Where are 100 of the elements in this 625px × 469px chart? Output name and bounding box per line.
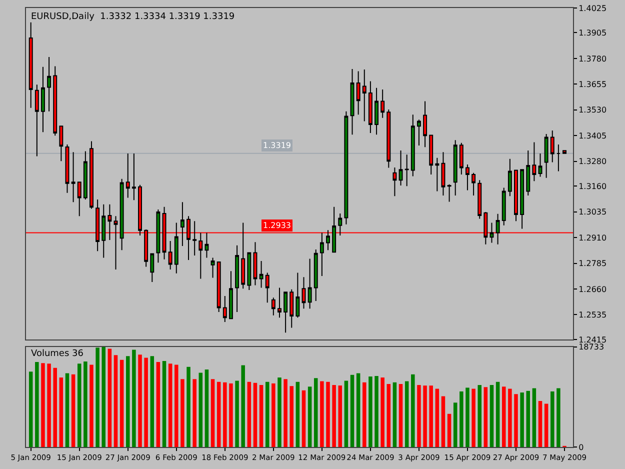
y-tick-label: 1.3160 [578,182,607,191]
bar [314,378,318,447]
ref-line-label: 1.2933 [263,221,291,230]
candlestick [71,152,76,203]
candlestick [338,212,342,236]
candlestick [168,240,172,270]
candlestick [532,142,536,182]
bar [356,373,360,447]
bar [96,348,100,447]
bar [441,396,446,447]
bar [174,364,178,447]
candlestick [478,180,482,220]
bar [120,360,124,447]
candlestick [398,150,403,186]
y-tick-label: 1.2415 [578,335,607,344]
bar [186,366,190,447]
bar [114,355,118,447]
bar [344,380,348,447]
candlestick [508,158,512,197]
bar [447,414,452,447]
candlestick [132,153,136,201]
y-tick-label: 1.3655 [578,80,607,89]
candlestick [429,134,434,176]
bar [235,380,239,447]
bar [380,378,384,447]
bar [423,386,427,447]
bar [332,385,336,447]
candlestick [416,119,421,146]
candlestick [290,288,294,328]
candlestick [502,187,506,226]
bar [374,376,378,447]
bar [296,382,300,447]
bar [102,346,106,447]
candlestick [34,84,39,157]
ref-line-label: 1.3319 [263,141,291,150]
bar [398,384,403,447]
candlestick [368,80,372,134]
bar [156,362,160,447]
candlestick [235,244,240,313]
bar [223,382,227,447]
bar [453,402,458,447]
candlestick [302,276,306,310]
candlestick [538,153,542,178]
candlestick [441,152,446,196]
text: EURUSD,Daily 1.3332 1.3334 1.3319 1.3319 [31,12,235,22]
candlestick [423,100,428,148]
candlestick [28,22,33,108]
bar [556,388,560,447]
candlestick [59,126,64,162]
bar [290,386,294,447]
bar [132,350,136,447]
candlestick [47,56,52,112]
bar [144,358,148,447]
bar [350,374,354,447]
bar [138,354,142,447]
bar [302,390,306,447]
y-tick-label: 1.2785 [578,259,607,268]
candlestick [556,144,560,172]
candlestick [174,222,178,274]
bar [484,387,488,447]
candlestick [210,257,215,278]
candlestick [326,230,330,251]
y-tick-label: 1.3280 [578,157,607,166]
candlestick [259,260,264,288]
bar [362,382,366,447]
bar [53,368,57,447]
candlestick [180,202,184,246]
bar [77,364,82,447]
candlestick [83,150,88,200]
candlestick [308,258,312,310]
candlestick [447,184,452,202]
y-tick-label: 1.3905 [578,28,607,38]
candlestick [544,133,548,178]
bar [278,378,282,447]
y-tick-label: 1.3405 [578,131,607,140]
bar [216,382,221,447]
candlestick [435,157,440,192]
bar [508,388,512,447]
bar [308,386,312,447]
bar [259,385,264,447]
bar [241,365,245,447]
bar [417,385,421,447]
candlestick [314,248,318,302]
bar [284,379,288,447]
bar [520,392,524,447]
bar [126,356,130,447]
bar [326,382,330,447]
candlestick [350,68,354,136]
candlestick [222,296,227,322]
candlestick [265,272,270,304]
bar [192,379,196,447]
candlestick [356,70,360,116]
candlestick [278,287,282,318]
bar [514,394,518,447]
bar [210,379,215,447]
bar [265,382,270,447]
bar [392,382,397,447]
bar [229,383,233,447]
bar [28,372,33,447]
candlestick [332,206,336,253]
